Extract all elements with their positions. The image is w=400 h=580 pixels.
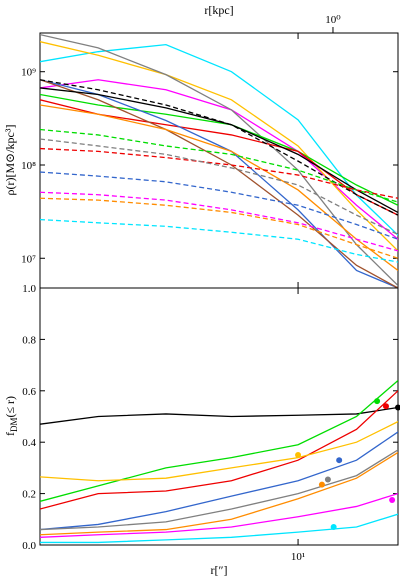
y-tick-label: 1.0 — [22, 283, 36, 295]
data-line — [40, 197, 398, 259]
y-label-main: f — [3, 432, 17, 436]
data-line — [40, 171, 398, 240]
data-line — [40, 513, 398, 544]
data-marker — [295, 452, 302, 459]
data-line — [40, 43, 398, 236]
data-line — [40, 218, 398, 263]
data-marker — [336, 457, 343, 464]
data-line — [40, 79, 398, 216]
data-line — [40, 449, 398, 531]
y-tick-label: 10⁷ — [21, 253, 36, 265]
data-line — [40, 138, 398, 236]
data-line — [40, 431, 398, 531]
top-x-label: r[kpc] — [204, 3, 233, 17]
plot-frame — [39, 32, 399, 289]
data-line — [40, 79, 398, 288]
data-line — [40, 492, 398, 538]
top-x-tick-label: 10⁰ — [325, 14, 341, 26]
data-marker — [395, 404, 400, 411]
y-label-sub: DM — [9, 418, 19, 433]
data-marker — [330, 524, 337, 531]
data-marker — [324, 476, 331, 483]
y-tick-label: 10⁹ — [21, 67, 36, 79]
data-line — [40, 128, 398, 203]
data-marker — [389, 497, 396, 504]
data-line — [40, 41, 398, 252]
y-label: fDM(≤ r) — [3, 396, 19, 436]
data-line — [40, 191, 398, 252]
data-line — [40, 390, 398, 510]
y-tick-label: 0.6 — [22, 386, 36, 398]
data-line — [40, 79, 398, 288]
y-tick-label: 0.0 — [22, 540, 36, 552]
data-marker — [382, 403, 389, 410]
data-line — [40, 406, 398, 425]
data-marker — [374, 398, 381, 405]
y-label: ρ(r)[M⊙/kpc³] — [3, 125, 17, 196]
x-label: r[″] — [211, 563, 228, 577]
data-line — [40, 451, 398, 536]
y-label-rest: (≤ r) — [3, 396, 17, 418]
data-line — [40, 380, 398, 502]
y-tick-label: 0.2 — [22, 489, 36, 501]
y-tick-label: 10⁸ — [21, 160, 36, 172]
data-marker — [318, 481, 325, 488]
data-line — [40, 421, 398, 482]
data-line — [40, 147, 398, 199]
data-line — [40, 104, 398, 271]
data-line — [40, 93, 398, 206]
plot-frame — [39, 287, 399, 546]
data-line — [40, 99, 398, 216]
y-tick-label: 0.8 — [22, 334, 36, 346]
x-tick-label: 10¹ — [291, 551, 305, 563]
y-tick-label: 0.4 — [22, 437, 36, 449]
data-line — [40, 33, 398, 287]
